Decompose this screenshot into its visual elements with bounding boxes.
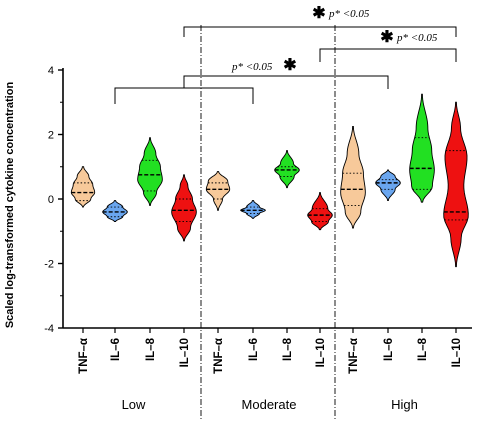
sig-label-il6: p* <0.05 bbox=[231, 61, 273, 73]
violin-moderate-il-10 bbox=[307, 192, 333, 231]
significance-annotations: ✱ p* <0.05✱ p* <0.05p* <0.05 ✱ bbox=[114, 5, 457, 104]
violin-moderate-il-8 bbox=[274, 150, 300, 189]
violin-high-tnf- bbox=[340, 125, 366, 229]
sig-star-icon: ✱ bbox=[380, 29, 393, 46]
sig-star-icon: ✱ bbox=[283, 57, 296, 74]
group-label-moderate: Moderate bbox=[242, 397, 297, 412]
x-tick-label: IL–10 bbox=[179, 338, 191, 367]
violin-high-il-6 bbox=[375, 169, 401, 202]
violin-low-tnf- bbox=[70, 166, 96, 208]
x-tick-label: TNF–α bbox=[78, 338, 90, 374]
x-tick-label: IL–10 bbox=[315, 338, 327, 367]
x-tick-label: TNF–α bbox=[213, 338, 225, 374]
x-tick-label: IL–6 bbox=[110, 338, 122, 361]
violin-moderate-il-6 bbox=[240, 200, 266, 219]
x-tick-label: IL–6 bbox=[383, 338, 395, 361]
sig-star-icon: ✱ bbox=[312, 5, 325, 22]
axes bbox=[58, 25, 472, 420]
sig-label-low-vs-high: p* <0.05 bbox=[328, 8, 370, 20]
x-tick-label: IL–8 bbox=[145, 337, 157, 361]
y-tick-label: 2 bbox=[48, 130, 54, 142]
y-axis-title: Scaled log-transformed cytokine concentr… bbox=[4, 82, 16, 329]
sig-label-moderate-vs-high: p* <0.05 bbox=[396, 32, 438, 44]
sig-bracket-moderate-vs-high bbox=[319, 48, 457, 62]
axis-labels: -4 -2 0 2 4 Scaled log-transformed cytokine c… bbox=[4, 65, 463, 412]
violin-low-il-10 bbox=[171, 174, 197, 242]
sig-bracket-low-vs-high bbox=[183, 26, 457, 37]
y-tick-label: -4 bbox=[44, 323, 54, 335]
violin-high-il-10 bbox=[443, 101, 469, 268]
y-tick-label: 0 bbox=[48, 194, 54, 206]
x-tick-label: IL–6 bbox=[248, 338, 260, 361]
sig-bracket-nested-vs-high bbox=[183, 75, 389, 89]
x-tick-label: IL–10 bbox=[451, 338, 463, 367]
violin-low-il-6 bbox=[102, 200, 128, 223]
group-label-low: Low bbox=[122, 397, 146, 412]
y-tick-label: -2 bbox=[44, 259, 54, 271]
violin-high-il-8 bbox=[409, 93, 435, 203]
sig-bracket-low-vs-moderate bbox=[114, 87, 254, 104]
violin-moderate-tnf- bbox=[205, 171, 231, 211]
violin-low-il-8 bbox=[137, 137, 163, 206]
group-label-high: High bbox=[391, 397, 418, 412]
y-tick-label: 4 bbox=[48, 65, 54, 77]
x-tick-label: IL–8 bbox=[417, 337, 429, 361]
x-tick-label: IL–8 bbox=[282, 337, 294, 361]
x-tick-label: TNF–α bbox=[348, 338, 360, 374]
violin-plot-area bbox=[70, 93, 469, 268]
